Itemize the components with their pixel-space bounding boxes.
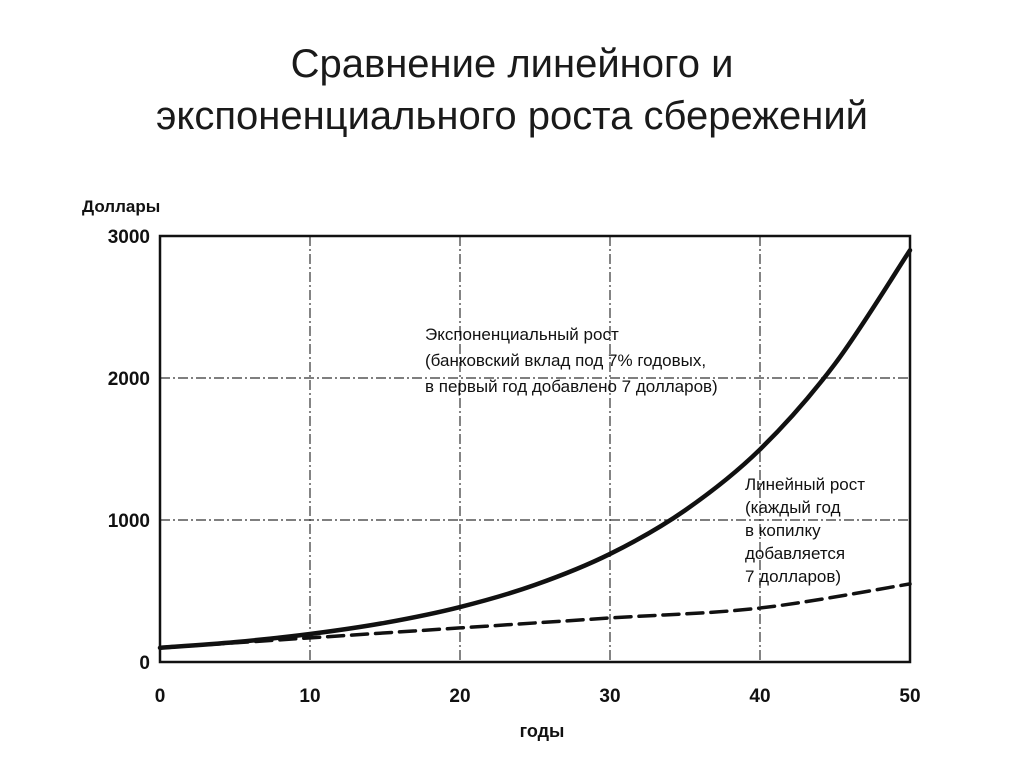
axes bbox=[158, 234, 912, 664]
x-tick-label-10: 10 bbox=[299, 686, 320, 707]
title-line-2: экспоненциального роста сбережений bbox=[155, 94, 869, 138]
series-group bbox=[157, 247, 913, 651]
annotation-exp-line-2: (банковский вклад под 7% годовых, bbox=[425, 351, 706, 370]
x-axis-label: годы bbox=[520, 721, 565, 741]
x-tick-label-30: 30 bbox=[599, 686, 620, 707]
annotation-exponential: Экспоненциальный рост (банковский вклад п… bbox=[425, 325, 718, 396]
y-tick-label-3000: 3000 bbox=[108, 227, 150, 248]
annotation-lin-line-5: 7 долларов) bbox=[745, 567, 841, 586]
x-tick-label-20: 20 bbox=[449, 686, 470, 707]
y-tick-label-2000: 2000 bbox=[108, 369, 150, 390]
annotation-linear: Линейный рост (каждый год в копилку добавля… bbox=[745, 475, 865, 586]
title-line-1: Сравнение линейного и bbox=[290, 42, 734, 86]
annotation-lin-line-4: добавляется bbox=[745, 544, 845, 563]
chart-title: Сравнение линейного и экспоненциального … bbox=[0, 38, 1024, 142]
x-tick-label-40: 40 bbox=[749, 686, 770, 707]
annotation-exp-line-3: в первый год добавлено 7 долларов) bbox=[425, 377, 718, 396]
series-exponential-line bbox=[157, 247, 913, 651]
x-tick-label-50: 50 bbox=[899, 686, 920, 707]
plot-frame bbox=[158, 234, 912, 664]
annotation-lin-line-1: Линейный рост bbox=[745, 475, 865, 494]
annotation-lin-line-2: (каждый год bbox=[745, 498, 841, 517]
series-linear-line bbox=[158, 582, 912, 650]
grid-lines bbox=[160, 236, 910, 662]
y-tick-label-1000: 1000 bbox=[108, 511, 150, 532]
annotation-lin-line-3: в копилку bbox=[745, 521, 821, 540]
y-tick-label-0: 0 bbox=[139, 653, 150, 674]
x-tick-label-0: 0 bbox=[155, 686, 166, 707]
tick-labels: 0 10 20 30 40 50 0 1000 2000 3000 bbox=[108, 227, 921, 707]
y-axis-label: Доллары bbox=[82, 197, 160, 216]
annotation-exp-line-1: Экспоненциальный рост bbox=[425, 325, 619, 344]
